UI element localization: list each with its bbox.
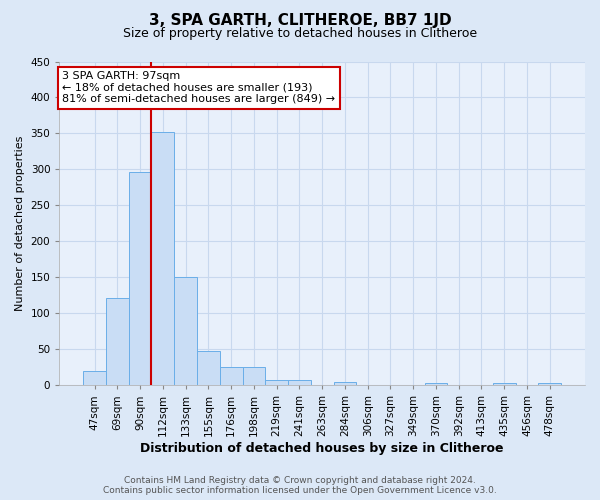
Bar	[538, 383, 561, 386]
Bar	[220, 368, 242, 386]
Bar	[242, 368, 265, 386]
Y-axis label: Number of detached properties: Number of detached properties	[15, 136, 25, 311]
Text: Size of property relative to detached houses in Clitheroe: Size of property relative to detached ho…	[123, 28, 477, 40]
Bar	[265, 380, 288, 386]
Bar	[288, 380, 311, 386]
Bar	[83, 371, 106, 386]
Bar	[129, 172, 151, 386]
Text: 3, SPA GARTH, CLITHEROE, BB7 1JD: 3, SPA GARTH, CLITHEROE, BB7 1JD	[149, 12, 451, 28]
Bar	[197, 351, 220, 386]
X-axis label: Distribution of detached houses by size in Clitheroe: Distribution of detached houses by size …	[140, 442, 504, 455]
Bar	[334, 382, 356, 386]
Text: 3 SPA GARTH: 97sqm
← 18% of detached houses are smaller (193)
81% of semi-detach: 3 SPA GARTH: 97sqm ← 18% of detached hou…	[62, 71, 335, 104]
Bar	[151, 132, 174, 386]
Bar	[174, 278, 197, 386]
Bar	[425, 383, 448, 386]
Bar	[493, 383, 515, 386]
Text: Contains HM Land Registry data © Crown copyright and database right 2024.
Contai: Contains HM Land Registry data © Crown c…	[103, 476, 497, 495]
Bar	[106, 298, 129, 386]
